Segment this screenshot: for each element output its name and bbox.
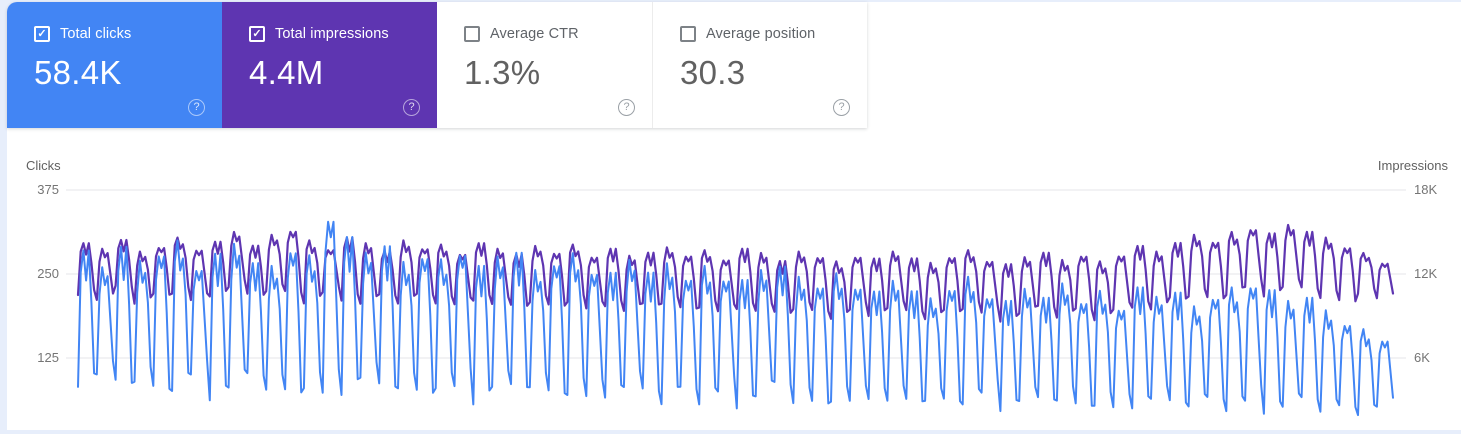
metric-card-header: ✓ Total clicks [34,26,222,42]
question-mark-glyph: ? [623,101,630,113]
left-axis-tick: 125 [37,350,59,365]
metric-card-average-position[interactable]: ✓ Average position 30.3 ? [652,2,867,128]
metric-cards-strip: ✓ Total clicks 58.4K ? ✓ Total impressio… [7,2,867,128]
impressions-line [76,223,1395,323]
metric-label-average-ctr: Average CTR [490,26,579,42]
metric-card-header: ✓ Average position [680,26,867,42]
metric-card-total-clicks[interactable]: ✓ Total clicks 58.4K ? [7,2,222,128]
help-icon[interactable]: ? [618,99,635,116]
checkbox-average-position[interactable]: ✓ [680,26,696,42]
metric-value-average-position: 30.3 [680,54,746,91]
help-icon[interactable]: ? [833,99,850,116]
right-axis-tick: 18K [1414,182,1438,197]
metric-value-total-clicks: 58.4K [34,54,122,91]
checkbox-total-clicks[interactable]: ✓ [34,26,50,42]
clicks-line [77,220,1394,417]
metric-card-total-impressions[interactable]: ✓ Total impressions 4.4M ? [222,2,437,128]
right-axis-tick: 12K [1414,266,1438,281]
checkbox-average-ctr[interactable]: ✓ [464,26,480,42]
metric-card-header: ✓ Total impressions [249,26,437,42]
left-axis-title: Clicks [26,158,61,173]
left-axis-tick: 375 [37,182,59,197]
help-icon[interactable]: ? [403,99,420,116]
metric-card-header: ✓ Average CTR [464,26,652,42]
question-mark-glyph: ? [838,101,845,113]
metric-card-average-ctr[interactable]: ✓ Average CTR 1.3% ? [437,2,652,128]
question-mark-glyph: ? [408,101,415,113]
check-icon: ✓ [252,27,262,40]
right-axis-tick: 6K [1414,350,1430,365]
metric-label-total-clicks: Total clicks [60,26,132,42]
metric-value-average-ctr: 1.3% [464,54,541,91]
right-axis-title: Impressions [1377,158,1448,173]
metric-value-total-impressions: 4.4M [249,54,324,91]
checkbox-total-impressions[interactable]: ✓ [249,26,265,42]
metric-label-average-position: Average position [706,26,816,42]
metric-label-total-impressions: Total impressions [275,26,389,42]
check-icon: ✓ [37,27,47,40]
performance-panel: ✓ Total clicks 58.4K ? ✓ Total impressio… [7,2,1461,430]
help-icon[interactable]: ? [188,99,205,116]
question-mark-glyph: ? [193,101,200,113]
performance-line-chart [66,189,1406,417]
left-axis-tick: 250 [37,266,59,281]
